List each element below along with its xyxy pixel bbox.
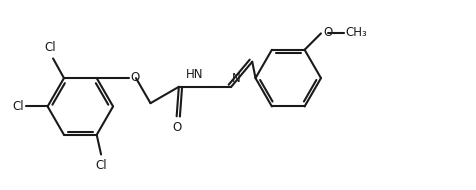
Text: Cl: Cl <box>12 100 24 113</box>
Text: N: N <box>232 72 241 85</box>
Text: Cl: Cl <box>95 159 107 172</box>
Text: CH₃: CH₃ <box>345 26 367 39</box>
Text: O: O <box>323 26 332 39</box>
Text: O: O <box>130 70 139 84</box>
Text: O: O <box>172 121 181 134</box>
Text: Cl: Cl <box>44 41 56 54</box>
Text: HN: HN <box>186 68 203 81</box>
